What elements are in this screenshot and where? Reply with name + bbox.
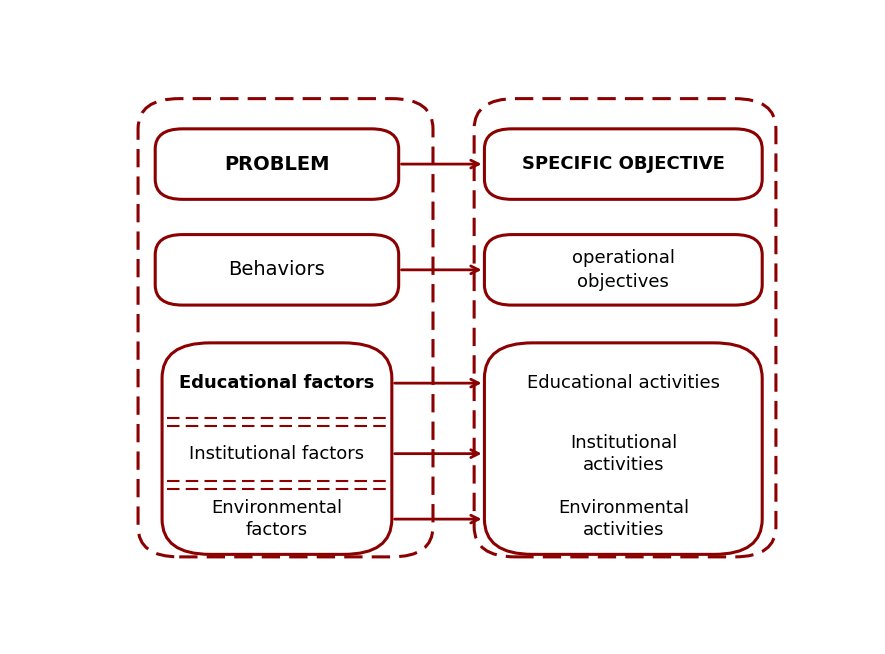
Text: Educational factors: Educational factors xyxy=(179,374,374,392)
Text: operational
objectives: operational objectives xyxy=(572,249,675,290)
Text: Educational activities: Educational activities xyxy=(527,374,720,392)
FancyBboxPatch shape xyxy=(155,235,398,305)
FancyBboxPatch shape xyxy=(474,99,776,557)
Text: PROBLEM: PROBLEM xyxy=(224,154,330,173)
Text: SPECIFIC OBJECTIVE: SPECIFIC OBJECTIVE xyxy=(522,155,725,173)
Text: Behaviors: Behaviors xyxy=(228,260,326,279)
FancyBboxPatch shape xyxy=(484,235,762,305)
Text: Institutional factors: Institutional factors xyxy=(189,445,364,462)
Text: Environmental
factors: Environmental factors xyxy=(211,499,342,539)
FancyBboxPatch shape xyxy=(484,343,762,555)
FancyBboxPatch shape xyxy=(162,343,392,555)
Text: Environmental
activities: Environmental activities xyxy=(558,499,689,539)
FancyBboxPatch shape xyxy=(155,129,398,199)
Text: Institutional
activities: Institutional activities xyxy=(570,434,677,473)
FancyBboxPatch shape xyxy=(138,99,433,557)
FancyBboxPatch shape xyxy=(484,129,762,199)
